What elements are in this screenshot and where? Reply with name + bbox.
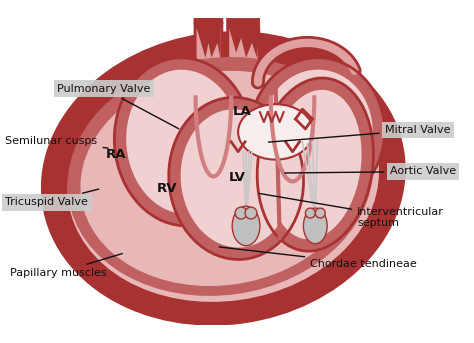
Text: Aortic Valve: Aortic Valve bbox=[285, 166, 456, 177]
Ellipse shape bbox=[181, 109, 292, 248]
Ellipse shape bbox=[235, 207, 247, 219]
Ellipse shape bbox=[68, 59, 379, 302]
Polygon shape bbox=[226, 18, 263, 131]
Text: Interventricular
septum: Interventricular septum bbox=[259, 193, 444, 228]
Ellipse shape bbox=[114, 58, 253, 226]
Text: Tricuspid Valve: Tricuspid Valve bbox=[5, 189, 99, 207]
Ellipse shape bbox=[169, 97, 303, 259]
Text: Semilunar cusps: Semilunar cusps bbox=[5, 136, 108, 148]
Ellipse shape bbox=[238, 104, 313, 159]
Text: LA: LA bbox=[233, 105, 252, 118]
Ellipse shape bbox=[315, 208, 325, 218]
Ellipse shape bbox=[305, 208, 315, 218]
Polygon shape bbox=[197, 18, 220, 123]
Ellipse shape bbox=[81, 71, 360, 286]
Ellipse shape bbox=[250, 58, 384, 206]
Ellipse shape bbox=[126, 70, 241, 214]
Ellipse shape bbox=[193, 15, 223, 31]
Text: Mitral Valve: Mitral Valve bbox=[268, 125, 451, 142]
Text: LV: LV bbox=[229, 171, 246, 184]
Polygon shape bbox=[193, 18, 223, 127]
Ellipse shape bbox=[41, 31, 406, 326]
Ellipse shape bbox=[257, 78, 374, 251]
Ellipse shape bbox=[68, 57, 373, 296]
Ellipse shape bbox=[232, 206, 260, 246]
Text: Chordae tendineae: Chordae tendineae bbox=[219, 247, 417, 269]
Ellipse shape bbox=[262, 70, 373, 194]
Ellipse shape bbox=[245, 207, 257, 219]
Ellipse shape bbox=[303, 208, 327, 244]
Ellipse shape bbox=[269, 90, 362, 239]
Ellipse shape bbox=[197, 20, 220, 32]
Text: Pulmonary Valve: Pulmonary Valve bbox=[57, 84, 179, 129]
Text: Papillary muscles: Papillary muscles bbox=[10, 253, 122, 278]
Text: RA: RA bbox=[105, 148, 126, 161]
Polygon shape bbox=[229, 18, 259, 128]
Text: RV: RV bbox=[157, 182, 177, 195]
Polygon shape bbox=[193, 18, 220, 58]
Polygon shape bbox=[226, 18, 260, 58]
